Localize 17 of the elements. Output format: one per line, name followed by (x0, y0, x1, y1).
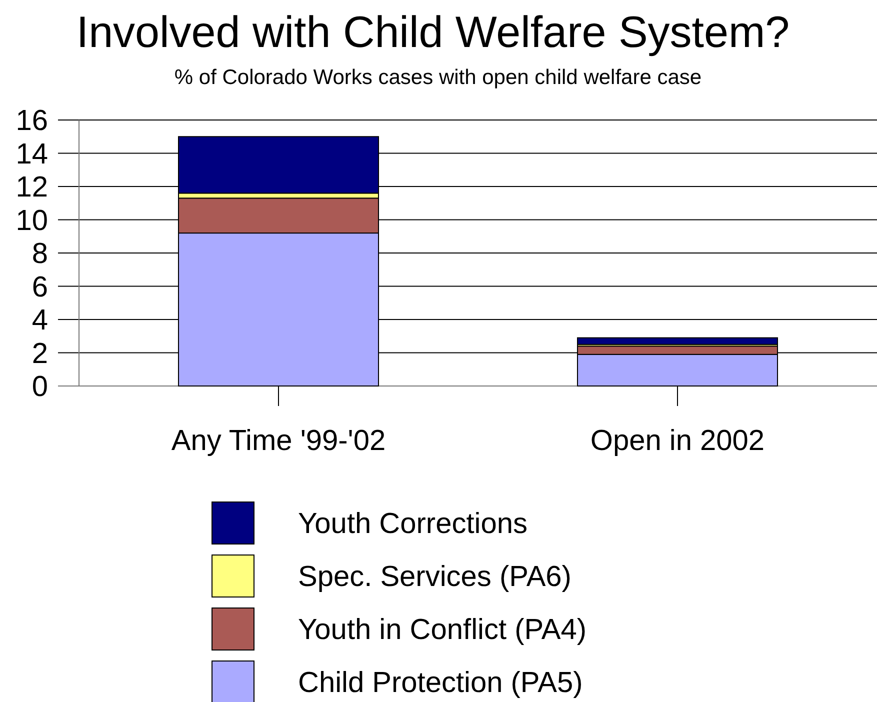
y-tick-label: 4 (32, 304, 48, 337)
y-tick-label: 10 (16, 204, 48, 237)
x-tick-label: Any Time '99-'02 (171, 425, 386, 457)
chart-title: Involved with Child Welfare System? (76, 8, 790, 57)
y-tick-label: 2 (32, 338, 48, 370)
y-tick-label: 8 (32, 238, 48, 270)
y-tick-label: 14 (16, 138, 48, 170)
y-tick-label: 0 (32, 371, 48, 404)
y-tick-label: 16 (16, 105, 48, 138)
legend-label: Youth in Conflict (PA4) (298, 614, 587, 646)
x-tick-label: Open in 2002 (590, 425, 765, 457)
legend-label: Spec. Services (PA6) (298, 561, 572, 594)
chart-subtitle: % of Colorado Works cases with open child welfare case (174, 66, 702, 89)
y-tick-label: 12 (16, 172, 48, 204)
legend-label: Child Protection (PA5) (298, 667, 583, 700)
legend-label: Youth Corrections (298, 508, 528, 540)
y-tick-label: 6 (32, 271, 48, 304)
